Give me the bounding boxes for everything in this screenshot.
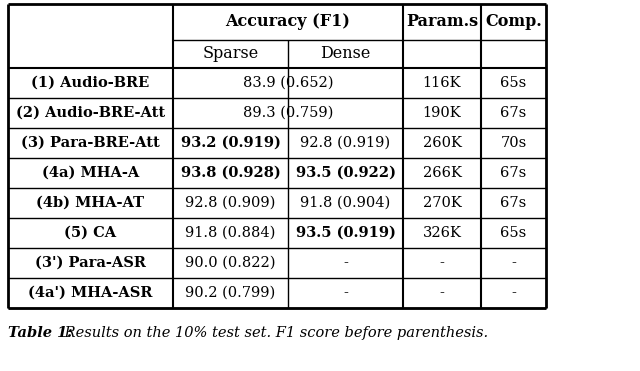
Text: 90.0 (0.822): 90.0 (0.822): [185, 256, 276, 270]
Text: 70s: 70s: [500, 136, 527, 150]
Text: 260K: 260K: [422, 136, 461, 150]
Text: 270K: 270K: [422, 196, 461, 210]
Text: 116K: 116K: [422, 76, 461, 90]
Text: Param.s: Param.s: [406, 13, 478, 30]
Text: -: -: [511, 286, 516, 300]
Text: -: -: [440, 256, 444, 270]
Text: Sparse: Sparse: [202, 46, 259, 62]
Text: (1) Audio-BRE: (1) Audio-BRE: [31, 76, 150, 90]
Text: 93.2 (0.919): 93.2 (0.919): [180, 136, 280, 150]
Text: (4a') MHA-ASR: (4a') MHA-ASR: [28, 286, 153, 300]
Text: 326K: 326K: [422, 226, 461, 240]
Text: 266K: 266K: [422, 166, 461, 180]
Text: 89.3 (0.759): 89.3 (0.759): [243, 106, 333, 120]
Text: -: -: [343, 256, 348, 270]
Text: 67s: 67s: [500, 166, 527, 180]
Text: (4a) MHA-A: (4a) MHA-A: [42, 166, 139, 180]
Text: 93.8 (0.928): 93.8 (0.928): [180, 166, 280, 180]
Text: (2) Audio-BRE-Att: (2) Audio-BRE-Att: [16, 106, 165, 120]
Text: 91.8 (0.904): 91.8 (0.904): [300, 196, 390, 210]
Text: (3) Para-BRE-Att: (3) Para-BRE-Att: [21, 136, 160, 150]
Text: (4b) MHA-AT: (4b) MHA-AT: [36, 196, 145, 210]
Text: Table 1:: Table 1:: [8, 326, 72, 340]
Text: 91.8 (0.884): 91.8 (0.884): [186, 226, 276, 240]
Text: -: -: [511, 256, 516, 270]
Text: 93.5 (0.922): 93.5 (0.922): [296, 166, 396, 180]
Text: 83.9 (0.652): 83.9 (0.652): [243, 76, 333, 90]
Text: Results on the 10% test set. F1 score before parenthesis.: Results on the 10% test set. F1 score be…: [60, 326, 488, 340]
Text: 92.8 (0.919): 92.8 (0.919): [300, 136, 390, 150]
Text: 65s: 65s: [500, 226, 527, 240]
Text: 92.8 (0.909): 92.8 (0.909): [186, 196, 276, 210]
Text: 90.2 (0.799): 90.2 (0.799): [186, 286, 276, 300]
Text: -: -: [343, 286, 348, 300]
Text: (3') Para-ASR: (3') Para-ASR: [35, 256, 146, 270]
Text: 67s: 67s: [500, 196, 527, 210]
Text: Accuracy (F1): Accuracy (F1): [225, 13, 351, 30]
Text: 93.5 (0.919): 93.5 (0.919): [296, 226, 396, 240]
Text: 190K: 190K: [422, 106, 461, 120]
Text: 67s: 67s: [500, 106, 527, 120]
Text: Dense: Dense: [320, 46, 371, 62]
Text: Comp.: Comp.: [485, 13, 542, 30]
Text: (5) CA: (5) CA: [65, 226, 116, 240]
Text: -: -: [440, 286, 444, 300]
Text: 65s: 65s: [500, 76, 527, 90]
